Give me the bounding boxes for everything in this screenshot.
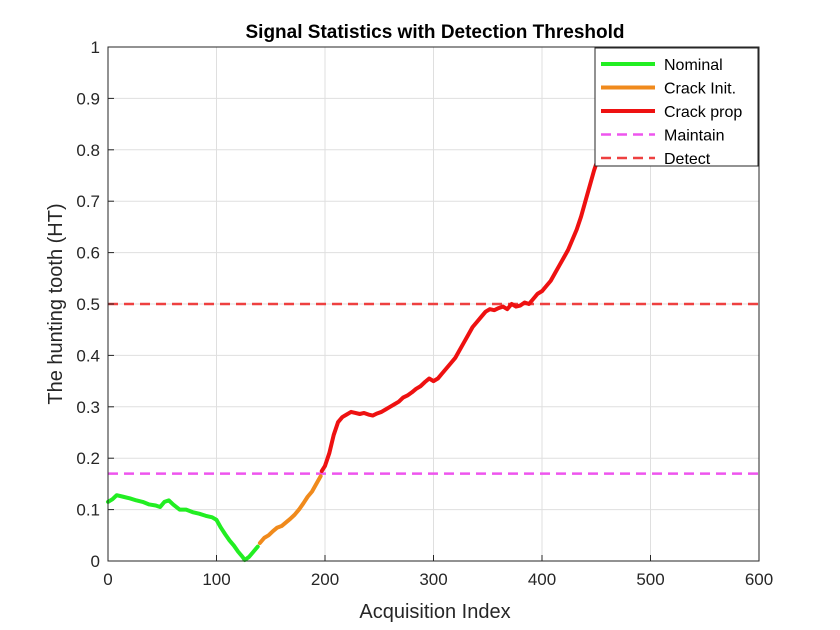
y-tick-label: 1 [91,38,100,57]
axis-ticks: 0 100 200 300 400 500 600 0 0.1 0.2 0.3 0.4 0.5 0.6 0.… [76,38,773,589]
x-tick-label: 400 [528,570,556,589]
y-axis-label: The hunting tooth (HT) [45,203,67,404]
y-tick-label: 0.4 [76,346,100,365]
y-tick-label: 0.8 [76,141,100,160]
y-tick-label: 0.9 [76,89,100,108]
legend-label: Crack Init. [664,81,736,98]
x-tick-label: 200 [311,570,339,589]
x-tick-label: 0 [103,570,112,589]
y-tick-label: 0.5 [76,295,100,314]
x-tick-label: 100 [202,570,230,589]
y-tick-label: 0.2 [76,449,100,468]
chart-title: Signal Statistics with Detection Thresho… [246,22,625,43]
y-tick-label: 0.3 [76,398,100,417]
series-line-nominal [106,493,260,562]
legend-label: Detect [664,151,711,168]
legend-box [594,47,759,167]
x-tick-label: 300 [419,570,447,589]
x-axis-label: Acquisition Index [359,601,510,623]
y-tick-label: 0.7 [76,192,100,211]
y-tick-label: 0.1 [76,501,100,520]
series-group [106,147,759,562]
x-tick-label: 500 [636,570,664,589]
legend-label: Maintain [664,128,724,145]
legend: Nominal Crack Init. Crack prop Maintain Dete… [594,47,759,168]
y-tick-label: 0 [91,552,100,571]
legend-label: Crack prop [664,104,742,121]
series-line-crack-prop [319,147,604,474]
y-tick-label: 0.6 [76,244,100,263]
legend-label: Nominal [664,57,723,74]
series-line-crack-init [257,474,323,546]
x-tick-label: 600 [745,570,773,589]
